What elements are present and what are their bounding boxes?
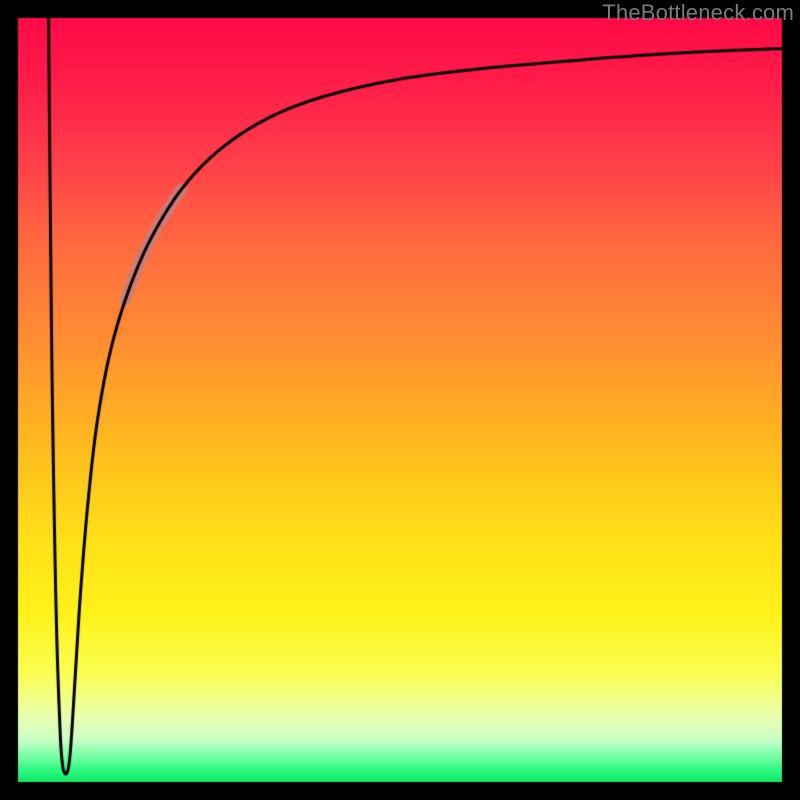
- chart-container: TheBottleneck.com: [0, 0, 800, 800]
- bottleneck-curve-chart: [0, 0, 800, 800]
